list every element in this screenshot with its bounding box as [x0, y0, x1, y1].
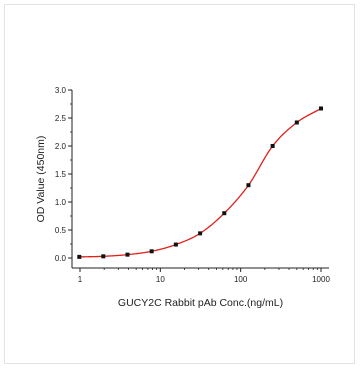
y-tick-label: 1.0	[55, 198, 67, 207]
x-tick-label: 1000	[312, 275, 330, 284]
data-point	[270, 144, 275, 148]
y-tick-label: 0.5	[55, 226, 67, 235]
x-tick-label: 1	[78, 275, 83, 284]
data-point	[294, 120, 299, 125]
y-tick-label: 0.0	[55, 254, 67, 263]
data-point	[101, 254, 106, 259]
data-point	[319, 106, 323, 111]
data-point	[173, 242, 178, 247]
x-axis-label: GUCY2C Rabbit pAb Conc.(ng/mL)	[118, 297, 283, 309]
y-tick-label: 2.0	[55, 142, 67, 151]
y-tick-label: 2.5	[55, 114, 67, 123]
data-point	[222, 211, 227, 216]
x-ticks: 1 10 100 1000	[78, 268, 330, 284]
data-point	[125, 252, 130, 257]
data-point	[149, 249, 154, 254]
chart-card	[4, 4, 355, 364]
data-points	[77, 106, 323, 259]
y-tick-label: 1.5	[55, 170, 67, 179]
data-point	[246, 183, 251, 188]
axes	[71, 90, 329, 269]
y-axis-label: OD Value (450nm)	[35, 136, 47, 223]
x-tick-label: 10	[156, 275, 165, 284]
y-tick-label: 3.0	[55, 86, 67, 95]
data-point	[77, 254, 82, 259]
data-point	[198, 231, 203, 236]
x-tick-label: 100	[234, 275, 248, 284]
y-ticks: 0.0 0.5 1.0 1.5 2.0 2.5 3.0	[55, 86, 72, 263]
